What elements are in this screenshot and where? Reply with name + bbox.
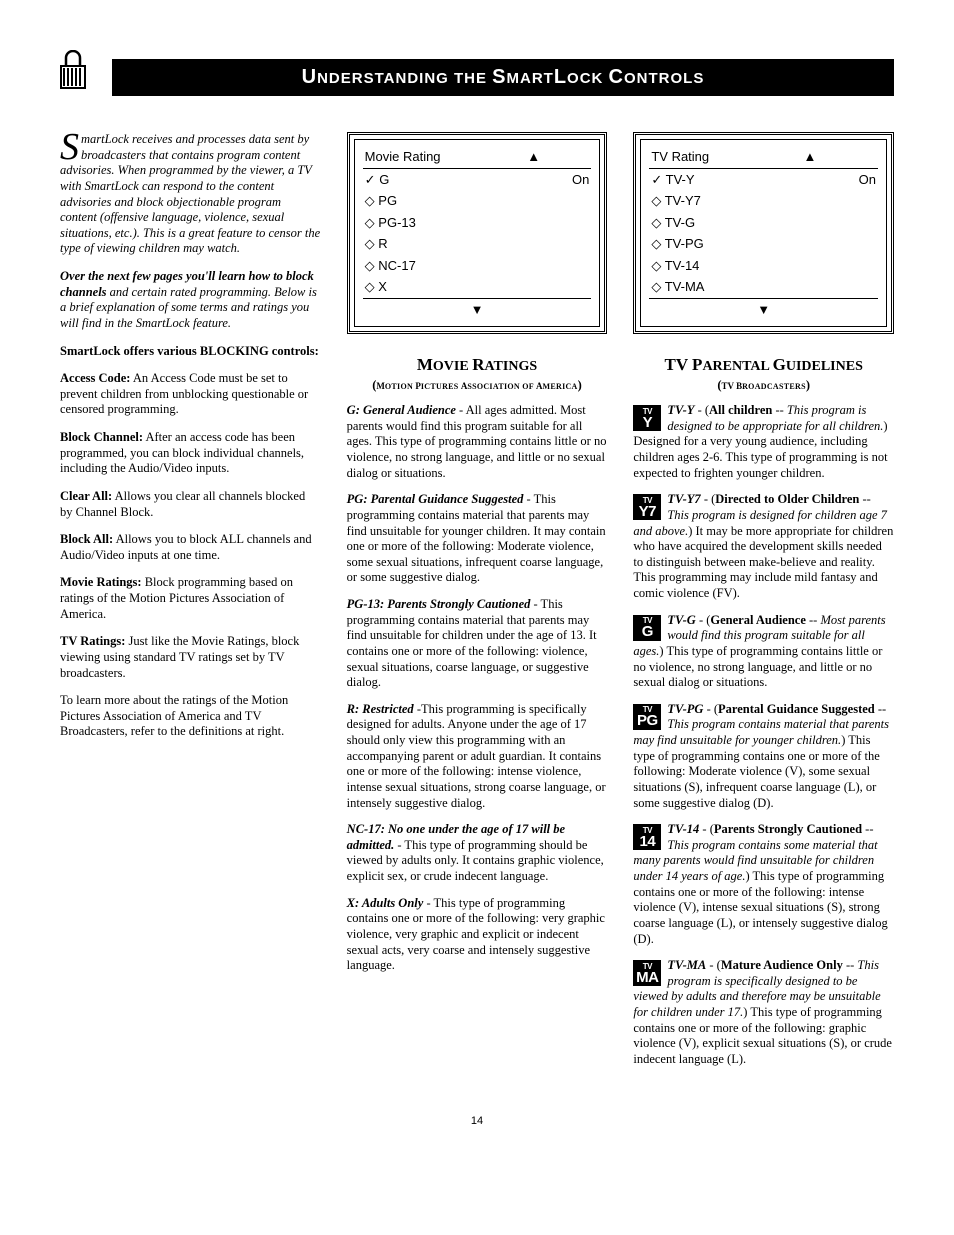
movie-ratings-heading: MOVIE RATINGS <box>347 354 608 376</box>
column-left: SmartLock receives and processes data se… <box>60 132 321 1079</box>
column-middle: Movie Rating▲GOnPGPG-13RNC-17X▼ MOVIE RA… <box>347 132 608 1079</box>
definition-item: TV Ratings: Just like the Movie Ratings,… <box>60 634 321 681</box>
tv-guidelines-sub: (TV BROADCASTERS) <box>633 378 894 394</box>
tv-rating-icon: TVPG <box>633 704 661 730</box>
column-right: TV Rating▲TV-YOnTV-Y7TV-GTV-PGTV-14TV-MA… <box>633 132 894 1079</box>
definition-item: Block Channel: After an access code has … <box>60 430 321 477</box>
movie-rating-menu: Movie Rating▲GOnPGPG-13RNC-17X▼ <box>347 132 608 334</box>
tv-rating-icon: TVMA <box>633 960 661 986</box>
tv-rating-icon: TV14 <box>633 824 661 850</box>
tv-guidelines-heading: TV PARENTAL GUIDELINES <box>633 354 894 376</box>
definition-item: Access Code: An Access Code must be set … <box>60 371 321 418</box>
movie-rating-item: PG: Parental Guidance Suggested - This p… <box>347 492 608 586</box>
definition-item: Movie Ratings: Block programming based o… <box>60 575 321 622</box>
movie-rating-item: X: Adults Only - This type of programmin… <box>347 896 608 974</box>
definition-item: Clear All: Allows you clear all channels… <box>60 489 321 520</box>
intro-continue: Over the next few pages you'll learn how… <box>60 269 321 332</box>
tv-rating-item: TVMATV-MA - (Mature Audience Only -- Thi… <box>633 958 894 1067</box>
see-right: To learn more about the ratings of the M… <box>60 693 321 740</box>
movie-rating-item: G: General Audience - All ages admitted.… <box>347 403 608 481</box>
tv-rating-item: TVGTV-G - (General Audience -- Most pare… <box>633 613 894 691</box>
page-header: UNDERSTANDING THE SMARTLOCK CONTROLS <box>60 50 894 96</box>
movie-ratings-sub: (MOTION PICTURES ASSOCIATION OF AMERICA) <box>347 378 608 394</box>
tv-rating-item: TVYTV-Y - (All children -- This program … <box>633 403 894 481</box>
definition-item: Block All: Allows you to block ALL chann… <box>60 532 321 563</box>
intro-text: SmartLock receives and processes data se… <box>60 132 321 257</box>
movie-rating-item: NC-17: No one under the age of 17 will b… <box>347 822 608 885</box>
tv-rating-icon: TVG <box>633 615 661 641</box>
movie-rating-item: PG-13: Parents Strongly Cautioned - This… <box>347 597 608 691</box>
movie-rating-item: R: Restricted -This programming is speci… <box>347 702 608 811</box>
page-title: UNDERSTANDING THE SMARTLOCK CONTROLS <box>112 59 894 96</box>
page-number: 14 <box>60 1115 894 1129</box>
lock-icon <box>60 50 94 96</box>
tv-rating-icon: TVY <box>633 405 661 431</box>
tv-rating-item: TVY7TV-Y7 - (Directed to Older Children … <box>633 492 894 601</box>
tv-rating-icon: TVY7 <box>633 494 661 520</box>
tv-rating-item: TV14TV-14 - (Parents Strongly Cautioned … <box>633 822 894 947</box>
blocking-heading: SmartLock offers various BLOCKING contro… <box>60 344 321 360</box>
tv-rating-item: TVPGTV-PG - (Parental Guidance Suggested… <box>633 702 894 811</box>
tv-rating-menu: TV Rating▲TV-YOnTV-Y7TV-GTV-PGTV-14TV-MA… <box>633 132 894 334</box>
